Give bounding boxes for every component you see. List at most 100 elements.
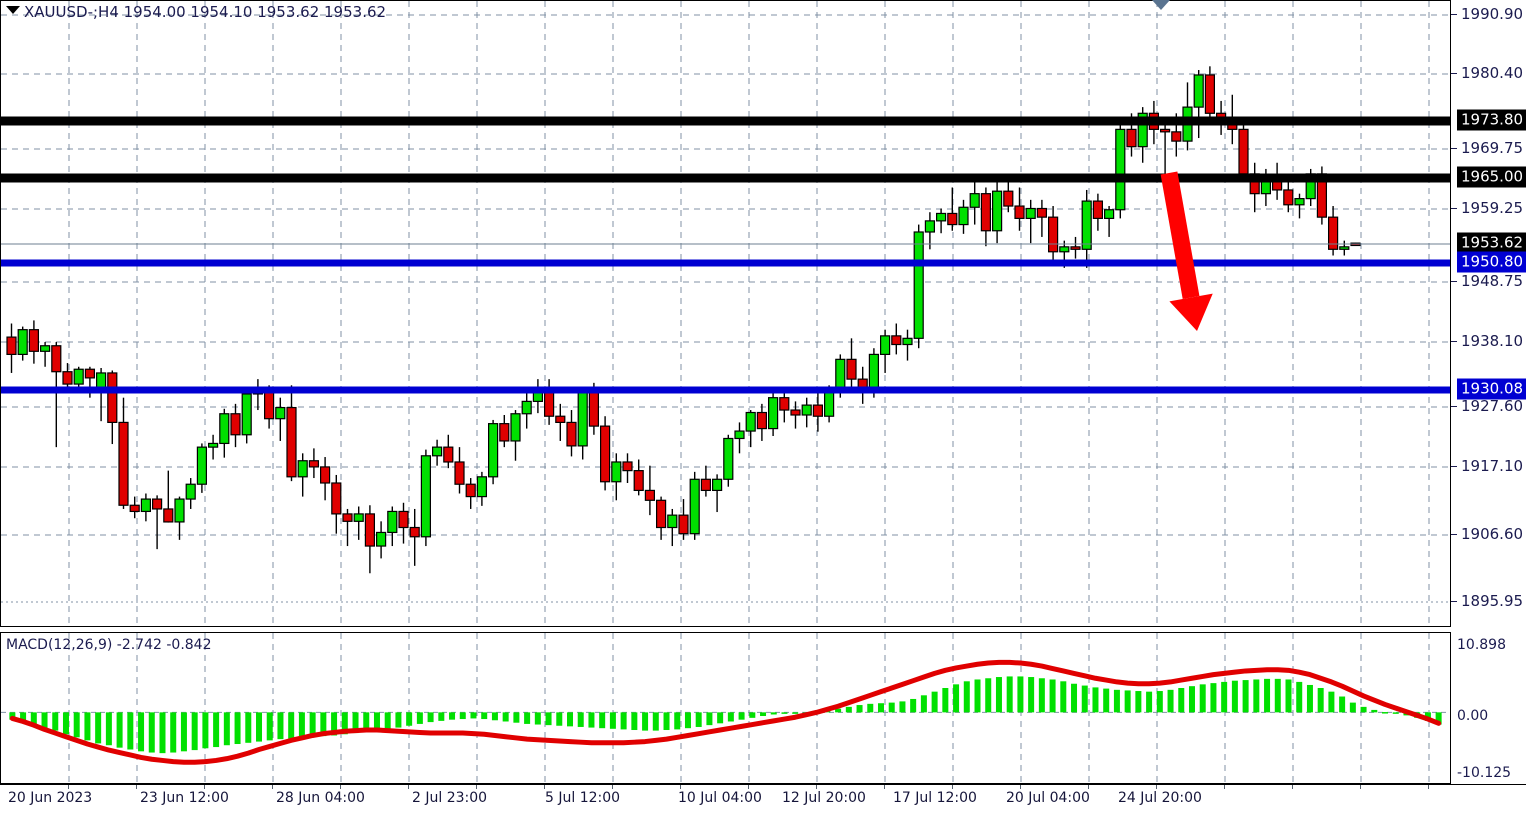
macd-bar [481, 712, 488, 720]
macd-bar [931, 691, 938, 713]
candle [95, 368, 107, 422]
macd-pane[interactable] [0, 632, 1451, 784]
candle [689, 471, 700, 540]
time-tick-label: 20 Jun 2023 [8, 790, 93, 806]
time-axis[interactable]: 20 Jun 2023 23 Jun 12:00 28 Jun 04:00 2 Jul… [0, 784, 1526, 813]
macd-bar [963, 681, 970, 713]
price-tick-label: 1973.80 [1457, 109, 1526, 131]
macd-bar [1221, 681, 1228, 713]
macd-plot [1, 633, 1450, 783]
macd-bar [416, 712, 423, 724]
macd-bar [202, 712, 209, 749]
candle [17, 326, 28, 361]
macd-bar [524, 712, 531, 724]
macd-signal-line [9, 659, 1442, 765]
candle [678, 499, 689, 540]
macd-bar [127, 712, 134, 750]
candle [812, 391, 824, 432]
time-tick-mark [1428, 785, 1429, 789]
candle [1092, 193, 1104, 231]
macd-bar [1081, 685, 1088, 713]
price-axis[interactable]: 1990.90 1980.40 1973.80 1969.75 1965.00 1959.… [1451, 0, 1526, 627]
candle [667, 508, 678, 547]
candle [454, 447, 465, 494]
macd-bar [159, 712, 166, 754]
macd-bar [170, 712, 177, 753]
macd-bar [1382, 712, 1389, 714]
macd-bar [341, 712, 348, 735]
candle [230, 403, 241, 448]
macd-bar [609, 712, 616, 729]
macd-bar [942, 687, 949, 713]
macd-bar [245, 712, 252, 743]
macd-bar [995, 677, 1002, 713]
candle [566, 410, 577, 457]
macd-bar [877, 703, 884, 713]
macd-bar [363, 712, 370, 732]
macd-bar [1339, 696, 1346, 713]
price-tick-mark [1451, 534, 1457, 535]
candle [140, 493, 151, 522]
candle [28, 320, 39, 364]
price-tick-label: 1990.90 [1461, 5, 1524, 23]
candle [644, 465, 656, 516]
candle [846, 338, 857, 392]
candle [969, 181, 980, 225]
candle [62, 363, 73, 389]
macd-bar [62, 712, 69, 735]
macd-bar [1167, 689, 1174, 713]
time-tick-mark [680, 785, 681, 789]
price-tick-mark [1451, 281, 1457, 282]
price-tick-label: 1980.40 [1461, 64, 1524, 82]
macd-bar [470, 712, 477, 719]
macd-bar [1188, 686, 1195, 713]
candle [364, 505, 375, 574]
candle [353, 506, 364, 540]
candle [1025, 199, 1036, 244]
macd-bar [459, 712, 466, 720]
time-tick-label: 23 Jun 12:00 [140, 790, 229, 806]
macd-bar [1274, 678, 1281, 713]
triangle-down-icon[interactable] [6, 6, 20, 14]
macd-bar [545, 712, 552, 726]
macd-bar [1006, 676, 1013, 713]
candle [555, 403, 566, 441]
macd-bar [298, 712, 305, 738]
macd-bar [695, 712, 702, 727]
macd-bar [406, 712, 413, 726]
macd-bar [781, 712, 788, 714]
candle [308, 448, 319, 479]
candle [118, 397, 129, 509]
candle [801, 397, 812, 428]
candle [991, 181, 1003, 244]
macd-bar [148, 712, 155, 753]
macd-bar [223, 712, 230, 746]
time-tick-mark [1360, 785, 1361, 789]
macd-bar [395, 712, 402, 728]
macd-bar [567, 712, 574, 727]
macd-bar [867, 703, 874, 713]
macd-bar [1038, 678, 1045, 713]
candle [1294, 193, 1305, 219]
macd-bar [1317, 687, 1324, 713]
bar-marker-triangle[interactable] [1152, 0, 1170, 10]
macd-bar [1060, 681, 1067, 713]
macd-bar [373, 712, 380, 731]
macd-bar [1178, 687, 1185, 713]
candle [879, 329, 891, 373]
macd-axis[interactable]: 10.898 0.00 -10.125 [1451, 632, 1526, 784]
candle [432, 439, 443, 466]
candle [1159, 119, 1171, 182]
candle [1238, 119, 1249, 182]
candle [902, 329, 913, 361]
price-tick-mark [1451, 148, 1457, 149]
macd-bar [1231, 680, 1238, 713]
chart-header: XAUUSD-;H4 1954.00 1954.10 1953.62 1953.… [6, 3, 386, 21]
macd-bar [513, 712, 520, 723]
macd-bar [1435, 712, 1442, 725]
macd-bar [309, 712, 316, 737]
candle [196, 443, 207, 493]
price-chart-pane[interactable] [0, 0, 1451, 627]
macd-bar [845, 706, 852, 713]
macd-bar [674, 712, 681, 730]
